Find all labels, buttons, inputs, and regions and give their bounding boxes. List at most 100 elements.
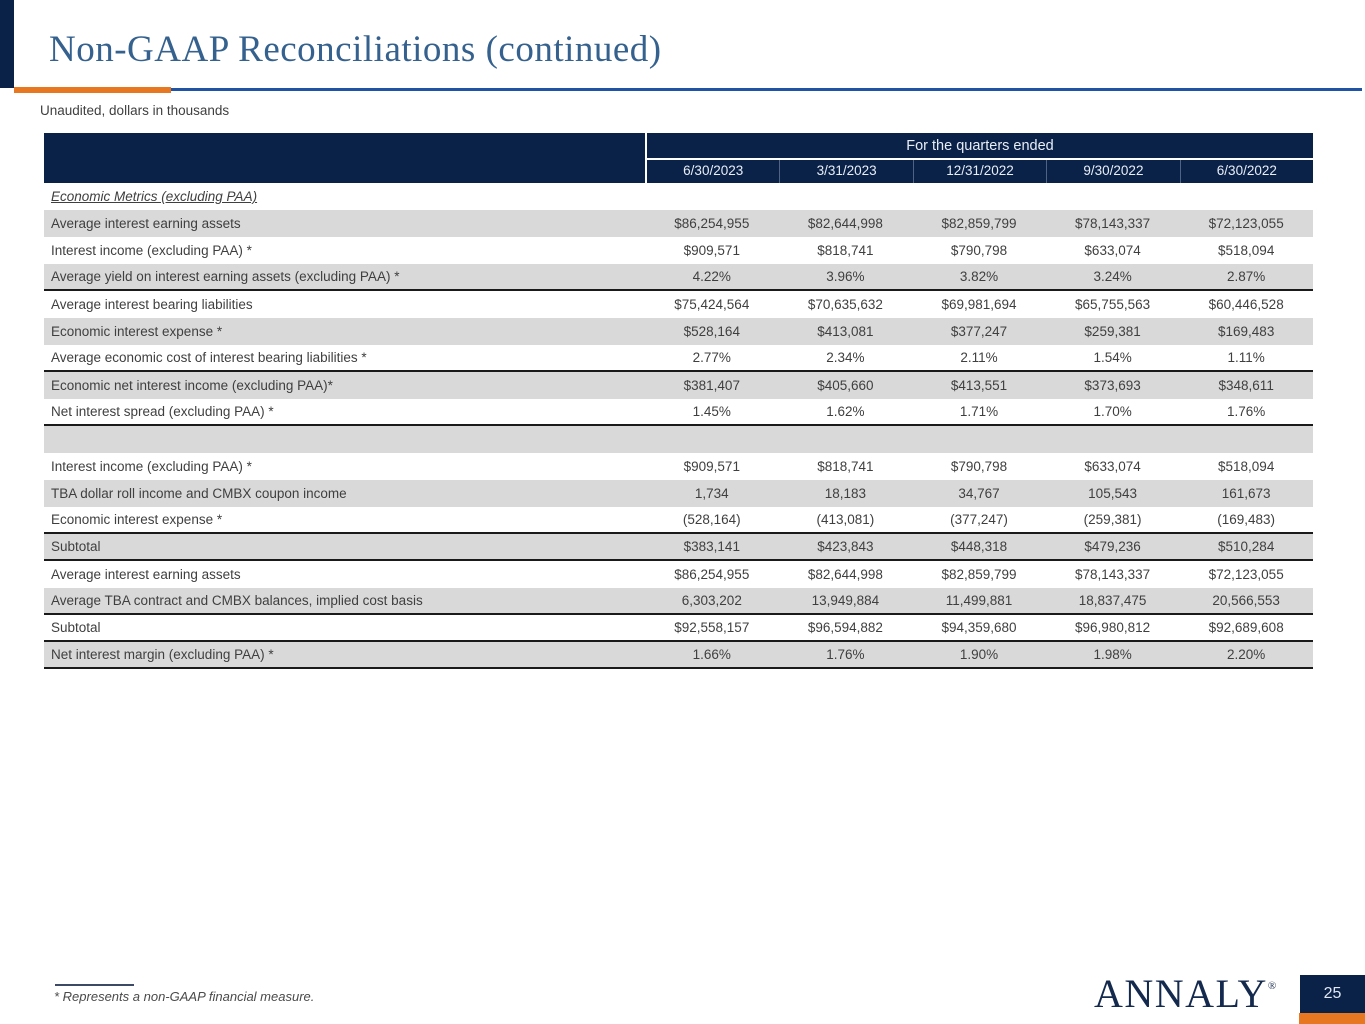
row-label: Average economic cost of interest bearin…: [44, 350, 645, 365]
cell-value: (169,483): [1217, 512, 1276, 527]
cell-value: $348,611: [1218, 378, 1274, 393]
table-row: Subtotal $383,141 $423,843 $448,318 $479,236…: [44, 534, 1313, 561]
annaly-logo: ANNALY®: [1094, 970, 1276, 1017]
cell-value: $96,980,812: [1075, 620, 1151, 635]
cell-value: $413,551: [950, 378, 1008, 393]
cell-value: 18,183: [824, 486, 867, 501]
row-label-text: Economic net interest income (excluding …: [51, 378, 333, 393]
cell-value: 6,303,202: [681, 593, 742, 608]
cell-value: 18,837,475: [1078, 593, 1147, 608]
table-spacer-row: [44, 426, 1313, 453]
cell-value: 1.98%: [1093, 647, 1132, 662]
cell-value: $72,123,055: [1208, 216, 1284, 231]
page-badge-orange-accent: [1299, 1013, 1365, 1024]
table-row: Interest income (excluding PAA) * $909,57…: [44, 237, 1313, 264]
title-rule-orange: [14, 87, 171, 93]
cell-value: 2.11%: [960, 350, 998, 365]
cell-value: 1.45%: [692, 404, 731, 419]
cell-value: $70,635,632: [807, 297, 883, 312]
cell-value: $92,689,608: [1208, 620, 1284, 635]
row-label: Interest income (excluding PAA) *: [44, 459, 645, 474]
row-label-text: Economic interest expense *: [51, 512, 223, 527]
cell-value: $72,123,055: [1208, 567, 1284, 582]
cell-value: $82,859,799: [941, 567, 1017, 582]
cell-value: $633,074: [1084, 243, 1141, 258]
row-label: Interest income (excluding PAA) *: [44, 243, 645, 258]
cell-value: $383,141: [683, 539, 740, 554]
row-label-text: Average interest earning assets: [51, 216, 241, 231]
page-title: Non-GAAP Reconciliations (continued): [49, 29, 662, 70]
cell-value: $377,247: [950, 324, 1008, 339]
table-row: Average interest bearing liabilities $75,…: [44, 291, 1313, 318]
row-label: Net interest spread (excluding PAA) *: [44, 404, 645, 419]
cell-value: 1,734: [694, 486, 729, 501]
cell-value: $69,981,694: [941, 297, 1017, 312]
row-label-text: Interest income (excluding PAA) *: [51, 243, 252, 258]
table-row: Net interest margin (excluding PAA) * 1.6…: [44, 642, 1313, 669]
table-row: Economic net interest income (excluding …: [44, 372, 1313, 399]
table-body: Economic Metrics (excluding PAA) Average …: [44, 183, 1313, 669]
row-label-text: Average economic cost of interest bearin…: [51, 350, 367, 365]
cell-value: 1.70%: [1093, 404, 1132, 419]
registered-trademark-icon: ®: [1267, 980, 1277, 992]
table-row: Economic interest expense * (528,164) (413…: [44, 507, 1313, 534]
title-rule-blue: [120, 88, 1362, 91]
row-label-text: Average TBA contract and CMBX balances, …: [51, 593, 423, 608]
cell-value: $82,859,799: [941, 216, 1017, 231]
cell-value: 3.96%: [826, 269, 865, 284]
column-header-date: 6/30/2023: [683, 163, 744, 178]
table-row: Net interest spread (excluding PAA) * 1.4…: [44, 399, 1313, 426]
row-label-text: Economic interest expense *: [51, 324, 223, 339]
table-row: Subtotal $92,558,157 $96,594,882 $94,359,68…: [44, 615, 1313, 642]
row-label-text: Net interest margin (excluding PAA) *: [51, 647, 274, 662]
table-row: Interest income (excluding PAA) * $909,57…: [44, 453, 1313, 480]
row-label: Average interest bearing liabilities: [44, 297, 645, 312]
page-number-badge: 25: [1300, 975, 1365, 1013]
table-row: Average economic cost of interest bearin…: [44, 345, 1313, 372]
row-label: Average yield on interest earning assets…: [44, 269, 645, 284]
cell-value: 2.20%: [1227, 647, 1266, 662]
cell-value: (259,381): [1083, 512, 1142, 527]
row-label-text: Net interest spread (excluding PAA) *: [51, 404, 274, 419]
cell-value: $78,143,337: [1075, 567, 1151, 582]
row-label-text: Average interest bearing liabilities: [51, 297, 253, 312]
cell-value: 3.24%: [1093, 269, 1132, 284]
cell-value: 1.71%: [959, 404, 999, 419]
cell-value: 13,949,884: [811, 593, 880, 608]
cell-value: $448,318: [950, 539, 1008, 554]
cell-value: $405,660: [817, 378, 874, 393]
row-label-text: Interest income (excluding PAA) *: [51, 459, 252, 474]
table-row: Average interest earning assets $86,254,9…: [44, 210, 1313, 237]
cell-value: 1.76%: [1227, 404, 1266, 419]
cell-value: $909,571: [683, 243, 740, 258]
row-label: Economic Metrics (excluding PAA): [44, 189, 645, 204]
table-row: Average interest earning assets $86,254,9…: [44, 561, 1313, 588]
row-label: Subtotal: [44, 620, 645, 635]
cell-value: $82,644,998: [807, 216, 883, 231]
row-label-text: Average yield on interest earning assets…: [51, 269, 400, 284]
cell-value: $518,094: [1218, 459, 1275, 474]
cell-value: $790,798: [950, 459, 1008, 474]
cell-value: 105,543: [1088, 486, 1137, 501]
cell-value: $92,558,157: [674, 620, 750, 635]
subtitle-unaudited: Unaudited, dollars in thousands: [40, 103, 230, 118]
cell-value: $96,594,882: [807, 620, 883, 635]
column-header-date: 9/30/2022: [1046, 160, 1179, 183]
table-row: TBA dollar roll income and CMBX coupon i…: [44, 480, 1313, 507]
cell-value: $528,164: [683, 324, 740, 339]
cell-value: 1.66%: [692, 647, 731, 662]
date-column-headers: 6/30/2023 3/31/2023 12/31/2022 9/30/2022 6/3…: [647, 160, 1313, 183]
quarters-group-label: For the quarters ended: [647, 133, 1313, 160]
cell-value: $818,741: [817, 459, 874, 474]
cell-value: 2.34%: [826, 350, 865, 365]
cell-value: 1.90%: [959, 647, 999, 662]
cell-value: $169,483: [1218, 324, 1275, 339]
cell-value: 2.87%: [1227, 269, 1266, 284]
quarters-header-group: For the quarters ended 6/30/2023 3/31/202…: [645, 133, 1313, 183]
row-label: Net interest margin (excluding PAA) *: [44, 647, 645, 662]
cell-value: 2.77%: [692, 350, 731, 365]
cell-value: 34,767: [958, 486, 1000, 501]
row-label: Economic interest expense *: [44, 324, 645, 339]
cell-value: $518,094: [1218, 243, 1275, 258]
cell-value: 1.11%: [1227, 350, 1265, 365]
